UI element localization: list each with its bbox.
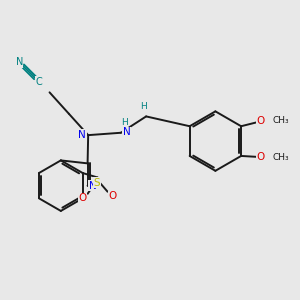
Text: O: O <box>256 152 265 162</box>
Text: O: O <box>108 191 117 201</box>
Text: N: N <box>123 127 131 137</box>
Text: C: C <box>35 76 42 87</box>
Text: O: O <box>79 193 87 203</box>
Text: H: H <box>140 101 146 110</box>
Text: N: N <box>78 130 86 140</box>
Text: N: N <box>89 181 97 191</box>
Text: N: N <box>16 57 23 67</box>
Text: CH₃: CH₃ <box>272 153 289 162</box>
Text: S: S <box>94 178 100 188</box>
Text: CH₃: CH₃ <box>272 116 289 125</box>
Text: O: O <box>256 116 265 126</box>
Text: H: H <box>121 118 128 127</box>
